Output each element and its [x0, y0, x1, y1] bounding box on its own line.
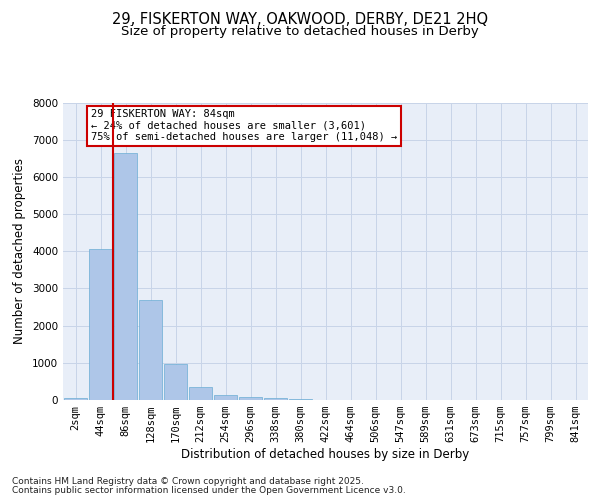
Y-axis label: Number of detached properties: Number of detached properties	[13, 158, 26, 344]
Bar	[239, 397, 262, 400]
Bar	[189, 387, 212, 400]
X-axis label: Distribution of detached houses by size in Derby: Distribution of detached houses by size …	[181, 448, 470, 461]
Text: Contains HM Land Registry data © Crown copyright and database right 2025.: Contains HM Land Registry data © Crown c…	[12, 477, 364, 486]
Bar	[114, 152, 137, 400]
Bar	[264, 398, 287, 400]
Text: Contains public sector information licensed under the Open Government Licence v3: Contains public sector information licen…	[12, 486, 406, 495]
Bar	[64, 398, 87, 400]
Bar	[139, 300, 162, 400]
Bar	[89, 250, 112, 400]
Text: Size of property relative to detached houses in Derby: Size of property relative to detached ho…	[121, 25, 479, 38]
Bar	[289, 398, 312, 400]
Bar	[214, 395, 237, 400]
Text: 29 FISKERTON WAY: 84sqm
← 24% of detached houses are smaller (3,601)
75% of semi: 29 FISKERTON WAY: 84sqm ← 24% of detache…	[91, 109, 397, 142]
Bar	[164, 364, 187, 400]
Text: 29, FISKERTON WAY, OAKWOOD, DERBY, DE21 2HQ: 29, FISKERTON WAY, OAKWOOD, DERBY, DE21 …	[112, 12, 488, 28]
